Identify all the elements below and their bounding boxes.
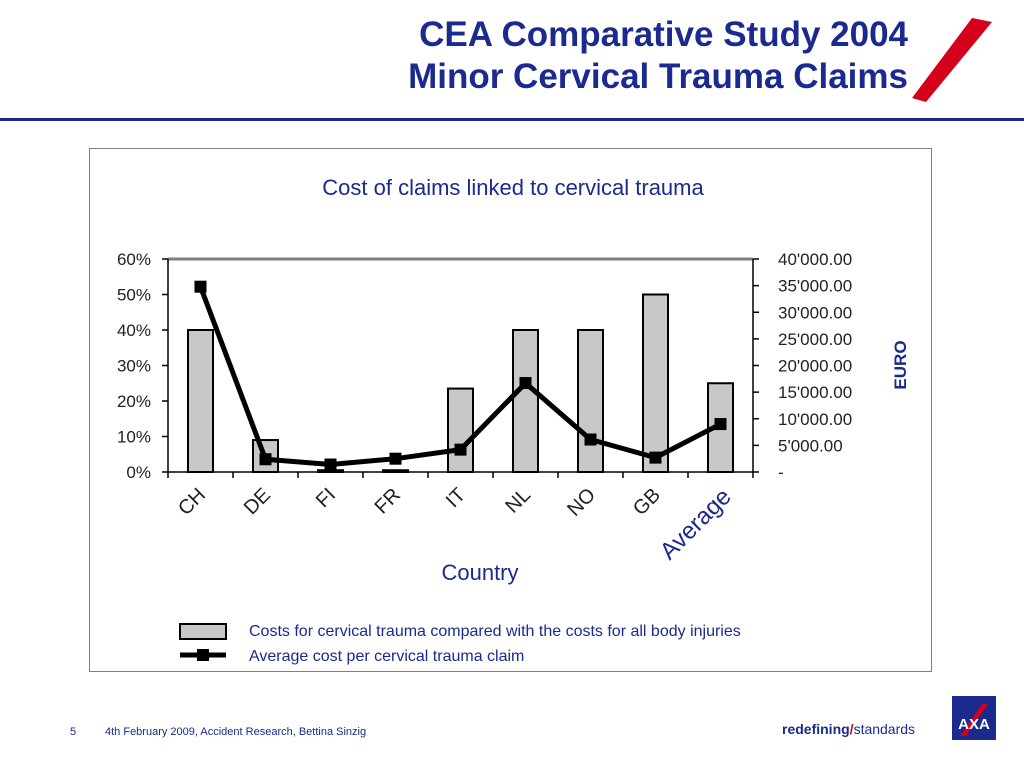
y-right-tick-label: 15'000.00 [778,383,852,402]
bar-nl [512,329,539,473]
axa-logo: AXA [952,696,996,740]
chart: Cost of claims linked to cervical trauma… [117,175,910,665]
x-tick-label-fr: FR [371,484,405,518]
chart-title: Cost of claims linked to cervical trauma [322,175,704,200]
line-point-fi [324,458,337,471]
y-left-tick-label: 50% [117,286,151,305]
legend-line-label: Average cost per cervical trauma claim [249,648,524,665]
tagline-bold: redefining [782,721,850,737]
y-right-axis-label: EURO [891,340,910,389]
x-tick-label-gb: GB [629,484,665,520]
y-left-tick-label: 0% [126,463,151,482]
line-point-no [584,433,597,446]
title-line-1: CEA Comparative Study 2004 [419,15,908,54]
footer-text: 4th February 2009, Accident Research, Be… [105,726,367,738]
x-tick-label-average: Average [655,483,737,565]
bar-no [577,329,604,473]
line-point-it [454,443,467,456]
y-left-tick-label: 60% [117,250,151,269]
tagline-slash-icon: / [849,721,854,737]
y-right-tick-label: 25'000.00 [778,330,852,349]
axa-logo-icon: AXA [958,704,990,736]
bar-ch [187,329,214,473]
x-tick-label-de: DE [240,484,275,519]
x-tick-label-nl: NL [501,484,535,518]
legend-bar-swatch [179,623,227,640]
line-point-fr [389,452,402,465]
y-right-tick-label: 35'000.00 [778,277,852,296]
title-line-2: Minor Cervical Trauma Claims [408,57,908,96]
page-title: CEA Comparative Study 2004 Minor Cervica… [408,14,908,98]
y-left-tick-label: 40% [117,321,151,340]
bar-gb [642,293,669,473]
y-left-tick-label: 10% [117,428,151,447]
line-point-gb [649,451,662,464]
legend-line-marker [197,649,209,661]
y-right-tick-label: - [778,463,784,482]
svg-text:AXA: AXA [958,716,990,733]
legend-bar-label: Costs for cervical trauma compared with … [249,623,741,640]
y-right-tick-label: 20'000.00 [778,357,852,376]
chart-panel: Cost of claims linked to cervical trauma… [89,148,932,672]
y-right-tick-label: 5'000.00 [778,436,843,455]
y-left-tick-label: 20% [117,392,151,411]
legend: Costs for cervical trauma compared with … [179,623,741,665]
y-right-tick-label: 30'000.00 [778,303,852,322]
page-number: 5 [70,726,77,738]
line-point-average [714,418,727,431]
line-point-de [259,453,272,466]
x-tick-label-fi: FI [312,484,340,512]
bar-it [447,387,474,473]
x-tick-label-no: NO [563,484,600,521]
y-left-tick-label: 30% [117,357,151,376]
x-tick-label-it: IT [442,484,470,512]
x-axis-label: Country [441,560,518,585]
tagline: redefining/standards [782,721,915,737]
line-point-nl [519,377,532,390]
bar-fr [382,469,409,474]
plot-area: 0% 10% 20% 30% 40% 50% 60% - 5'000.00 10'000.00 15… [117,250,852,565]
y-right-tick-label: 10'000.00 [778,410,852,429]
header-divider [0,118,1024,121]
axa-slash-icon [912,18,992,102]
tagline-light: standards [853,721,916,737]
x-tick-label-ch: CH [174,484,210,520]
y-right-tick-label: 40'000.00 [778,250,852,269]
line-point-ch [194,280,207,293]
